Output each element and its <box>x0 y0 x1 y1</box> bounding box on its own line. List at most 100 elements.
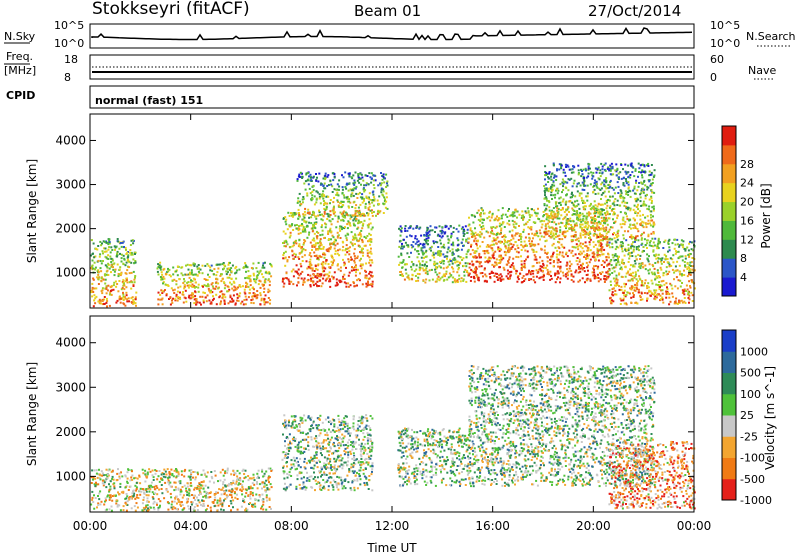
power-pixel <box>689 285 691 287</box>
power-pixel <box>470 269 472 271</box>
power-pixel <box>225 270 227 272</box>
power-pixel <box>598 280 600 282</box>
power-pixel <box>283 278 285 280</box>
power-pixel <box>639 258 641 260</box>
power-pixel <box>197 287 199 289</box>
power-pixel <box>325 263 327 265</box>
power-pixel <box>575 253 577 255</box>
power-pixel <box>487 250 489 252</box>
power-pixel <box>640 164 642 166</box>
power-pixel <box>552 194 554 196</box>
power-pixel <box>329 180 331 182</box>
power-pixel <box>589 241 591 243</box>
power-pixel <box>158 274 160 276</box>
power-pixel <box>509 275 511 277</box>
power-pixel <box>668 271 670 273</box>
power-pixel <box>231 278 233 280</box>
power-pixel <box>340 270 342 272</box>
power-pixel <box>617 200 619 202</box>
power-pixel <box>498 241 500 243</box>
power-pixel <box>329 202 331 204</box>
power-pixel <box>639 255 641 257</box>
power-pixel <box>470 246 472 248</box>
power-pixel <box>559 261 561 263</box>
power-pixel <box>544 209 546 211</box>
power-pixel <box>610 297 612 299</box>
power-pixel <box>608 276 610 278</box>
power-pixel <box>552 253 554 255</box>
power-pixel <box>398 246 400 248</box>
power-pixel <box>662 289 664 291</box>
power-pixel <box>327 233 329 235</box>
power-pixel <box>355 269 357 271</box>
power-pixel <box>426 235 428 237</box>
power-pixel <box>627 207 629 209</box>
power-pixel <box>313 189 315 191</box>
power-pixel <box>611 264 613 266</box>
power-pixel <box>508 220 510 222</box>
power-pixel <box>250 280 252 282</box>
power-pixel <box>291 250 293 252</box>
power-pixel <box>298 228 300 230</box>
power-pixel <box>636 215 638 217</box>
power-pixel <box>636 278 638 280</box>
power-pixel <box>363 191 365 193</box>
power-pixel <box>596 185 598 187</box>
power-pixel <box>210 291 212 293</box>
power-pixel <box>103 279 105 281</box>
power-pixel <box>650 183 652 185</box>
power-pixel <box>652 251 654 253</box>
power-pixel <box>449 264 451 266</box>
power-pixel <box>359 246 361 248</box>
power-pixel <box>595 244 597 246</box>
power-pixel <box>416 226 418 228</box>
power-pixel <box>637 254 639 256</box>
power-pixel <box>359 222 361 224</box>
power-pixel <box>481 233 483 235</box>
power-pixel <box>338 205 340 207</box>
power-pixel <box>193 285 195 287</box>
power-pixel <box>250 302 252 304</box>
power-pixel <box>263 288 265 290</box>
power-pixel <box>300 273 302 275</box>
power-pixel <box>439 272 441 274</box>
power-pixel <box>595 227 597 229</box>
power-pixel <box>349 223 351 225</box>
power-pixel <box>627 171 629 173</box>
power-pixel <box>523 266 525 268</box>
power-pixel <box>577 248 579 250</box>
power-pixel <box>683 301 685 303</box>
power-pixel <box>536 215 538 217</box>
power-pixel <box>296 271 298 273</box>
velocity-pixel <box>142 502 144 504</box>
power-pixel <box>231 283 233 285</box>
power-pixel <box>537 272 539 274</box>
power-pixel <box>190 264 192 266</box>
power-pixel <box>544 194 546 196</box>
power-pixel <box>650 290 652 292</box>
power-pixel <box>128 300 130 302</box>
power-pixel <box>98 271 100 273</box>
power-pixel <box>609 168 611 170</box>
power-pixel <box>466 232 468 234</box>
power-pixel <box>597 266 599 268</box>
power-pixel <box>568 200 570 202</box>
power-pixel <box>307 209 309 211</box>
power-pixel <box>304 211 306 213</box>
power-pixel <box>668 246 670 248</box>
power-pixel <box>536 276 538 278</box>
power-pixel <box>285 219 287 221</box>
power-pixel <box>500 228 502 230</box>
power-pixel <box>208 265 210 267</box>
power-pixel <box>307 225 309 227</box>
power-pixel <box>443 247 445 249</box>
power-pixel <box>596 181 598 183</box>
power-pixel <box>329 271 331 273</box>
power-pixel <box>436 274 438 276</box>
power-pixel <box>365 275 367 277</box>
power-pixel <box>316 198 318 200</box>
power-pixel <box>429 248 431 250</box>
power-pixel <box>348 198 350 200</box>
power-pixel <box>673 272 675 274</box>
